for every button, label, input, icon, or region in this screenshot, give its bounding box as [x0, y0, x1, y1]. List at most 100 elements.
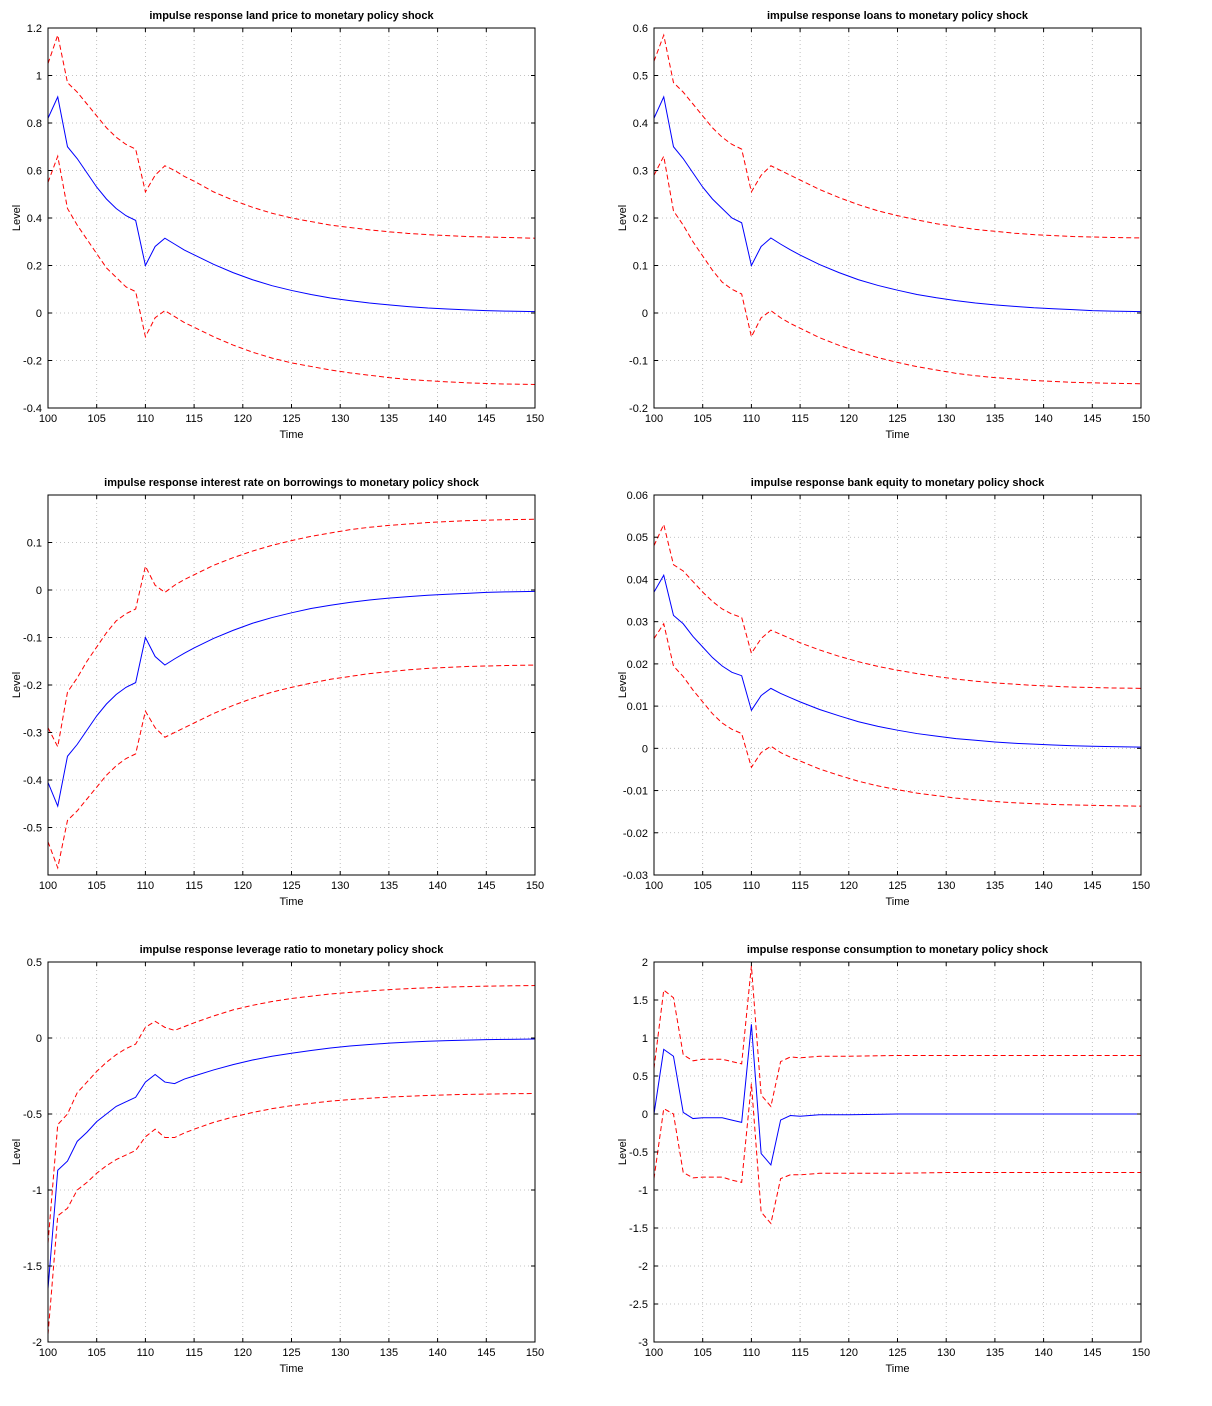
- y-tick-label: -0.3: [23, 728, 42, 740]
- x-tick-label: 120: [234, 413, 252, 425]
- y-tick-label: -0.1: [23, 633, 42, 645]
- series-line-upper: [47, 985, 536, 1244]
- x-tick-label: 115: [791, 1347, 809, 1359]
- x-tick-label: 105: [694, 413, 712, 425]
- x-tick-label: 130: [331, 413, 349, 425]
- y-tick-label: 1: [642, 1033, 648, 1045]
- x-tick-label: 150: [526, 1347, 544, 1359]
- y-tick-label: 0.04: [627, 574, 648, 586]
- x-tick-label: 100: [645, 1347, 663, 1359]
- x-tick-label: 150: [526, 880, 544, 892]
- chart-title: impulse response interest rate on borrow…: [104, 477, 480, 489]
- x-tick-label: 130: [937, 413, 955, 425]
- y-tick-label: 0.06: [627, 490, 648, 502]
- chart-svg-interest-rate: 100 105 110 115 120 125 130 135 140 145 150 -0.5 -0.…: [11, 477, 544, 908]
- chart-svg-land-price: 100 105 110 115 120 125 130 135 140 145 150 -0.4 -0.…: [11, 10, 544, 441]
- x-tick-label: 140: [1034, 1347, 1052, 1359]
- x-tick-label: 140: [1034, 413, 1052, 425]
- y-tick-label: 0.3: [633, 166, 648, 178]
- y-axis-label: Level: [617, 205, 629, 231]
- x-tick-label: 135: [380, 1347, 398, 1359]
- y-tick-label: -0.01: [623, 786, 648, 798]
- x-axis-label: Time: [279, 896, 303, 908]
- y-tick-label: 1.5: [633, 995, 648, 1007]
- y-tick-label: -0.2: [23, 356, 42, 368]
- y-tick-label: -2: [32, 1337, 42, 1349]
- y-tick-label: -0.4: [23, 775, 42, 787]
- grid: [48, 962, 535, 1342]
- y-axis-label: Level: [617, 672, 629, 698]
- y-tick-label: -0.03: [623, 870, 648, 882]
- x-tick-label: 125: [888, 413, 906, 425]
- chart-title: impulse response consumption to monetary…: [747, 944, 1049, 956]
- x-tick-label: 140: [428, 413, 446, 425]
- y-tick-label: -0.5: [629, 1147, 648, 1159]
- grid: [654, 962, 1141, 1342]
- y-tick-label: -0.1: [629, 356, 648, 368]
- y-tick-label: -0.5: [23, 823, 42, 835]
- x-tick-label: 105: [88, 413, 106, 425]
- x-tick-label: 140: [428, 1347, 446, 1359]
- y-axis-label: Level: [11, 205, 23, 231]
- x-tick-label: 145: [1083, 880, 1101, 892]
- series-line-lower: [47, 154, 536, 385]
- series-line-lower: [47, 1092, 536, 1335]
- grid: [654, 28, 1141, 408]
- x-tick-label: 135: [986, 1347, 1004, 1359]
- chart-svg-bank-equity: 100 105 110 115 120 125 130 135 140 145 150 -0.03 -0…: [617, 477, 1150, 908]
- y-tick-label: 0.5: [633, 1071, 648, 1083]
- y-tick-label: 0.1: [633, 261, 648, 273]
- x-tick-label: 130: [331, 1347, 349, 1359]
- series-line-median: [47, 95, 536, 313]
- x-tick-label: 105: [694, 880, 712, 892]
- y-tick-label: -1.5: [629, 1223, 648, 1235]
- y-tick-label: 0.5: [633, 71, 648, 83]
- y-tick-label: 0: [642, 743, 648, 755]
- series-line-median: [47, 1038, 536, 1289]
- x-tick-label: 145: [477, 880, 495, 892]
- y-tick-label: -0.2: [23, 680, 42, 692]
- x-tick-label: 125: [282, 880, 300, 892]
- chart-loans: 100 105 110 115 120 125 130 135 140 145 150 -0.2 -0.…: [606, 0, 1212, 467]
- chart-svg-loans: 100 105 110 115 120 125 130 135 140 145 150 -0.2 -0.…: [617, 10, 1150, 441]
- y-tick-label: 0.5: [27, 957, 42, 969]
- chart-title: impulse response bank equity to monetary…: [751, 477, 1045, 489]
- series-line-upper: [653, 523, 1142, 689]
- series-line-median: [653, 1024, 1141, 1167]
- x-tick-label: 145: [477, 1347, 495, 1359]
- y-tick-label: 1: [36, 71, 42, 83]
- x-tick-label: 100: [39, 413, 57, 425]
- x-tick-label: 115: [185, 1347, 203, 1359]
- y-tick-label: -0.4: [23, 403, 42, 415]
- y-axis-label: Level: [617, 1139, 629, 1165]
- series-line-lower: [653, 1083, 1141, 1225]
- x-axis-label: Time: [885, 896, 909, 908]
- y-tick-label: -0.02: [623, 828, 648, 840]
- series-line-upper: [653, 965, 1141, 1108]
- y-tick-label: 0.6: [633, 23, 648, 35]
- y-tick-label: -3: [638, 1337, 648, 1349]
- chart-leverage-ratio: 100 105 110 115 120 125 130 135 140 145 150 -2 -1.5 -…: [0, 934, 606, 1401]
- y-tick-label: 0: [36, 585, 42, 597]
- y-tick-label: 0.6: [27, 166, 42, 178]
- x-tick-label: 105: [88, 880, 106, 892]
- y-tick-label: -1: [638, 1185, 648, 1197]
- chart-title: impulse response land price to monetary …: [149, 10, 434, 22]
- x-tick-label: 130: [331, 880, 349, 892]
- chart-land-price: 100 105 110 115 120 125 130 135 140 145 150 -0.4 -0.…: [0, 0, 606, 467]
- y-tick-label: 0: [36, 308, 42, 320]
- x-tick-label: 125: [888, 1347, 906, 1359]
- x-tick-label: 145: [1083, 413, 1101, 425]
- y-tick-label: 0.2: [633, 213, 648, 225]
- y-tick-label: 0.2: [27, 261, 42, 273]
- x-tick-label: 150: [1132, 413, 1150, 425]
- x-tick-label: 110: [137, 413, 155, 425]
- grid: [48, 495, 535, 875]
- chart-consumption: 100 105 110 115 120 125 130 135 140 145 150 -3 -2.5-…: [606, 934, 1212, 1401]
- x-tick-label: 100: [645, 413, 663, 425]
- y-tick-label: 0.03: [627, 617, 648, 629]
- chart-title: impulse response leverage ratio to monet…: [140, 944, 445, 956]
- grid: [48, 28, 535, 408]
- series-line-upper: [47, 518, 536, 749]
- x-tick-label: 145: [477, 413, 495, 425]
